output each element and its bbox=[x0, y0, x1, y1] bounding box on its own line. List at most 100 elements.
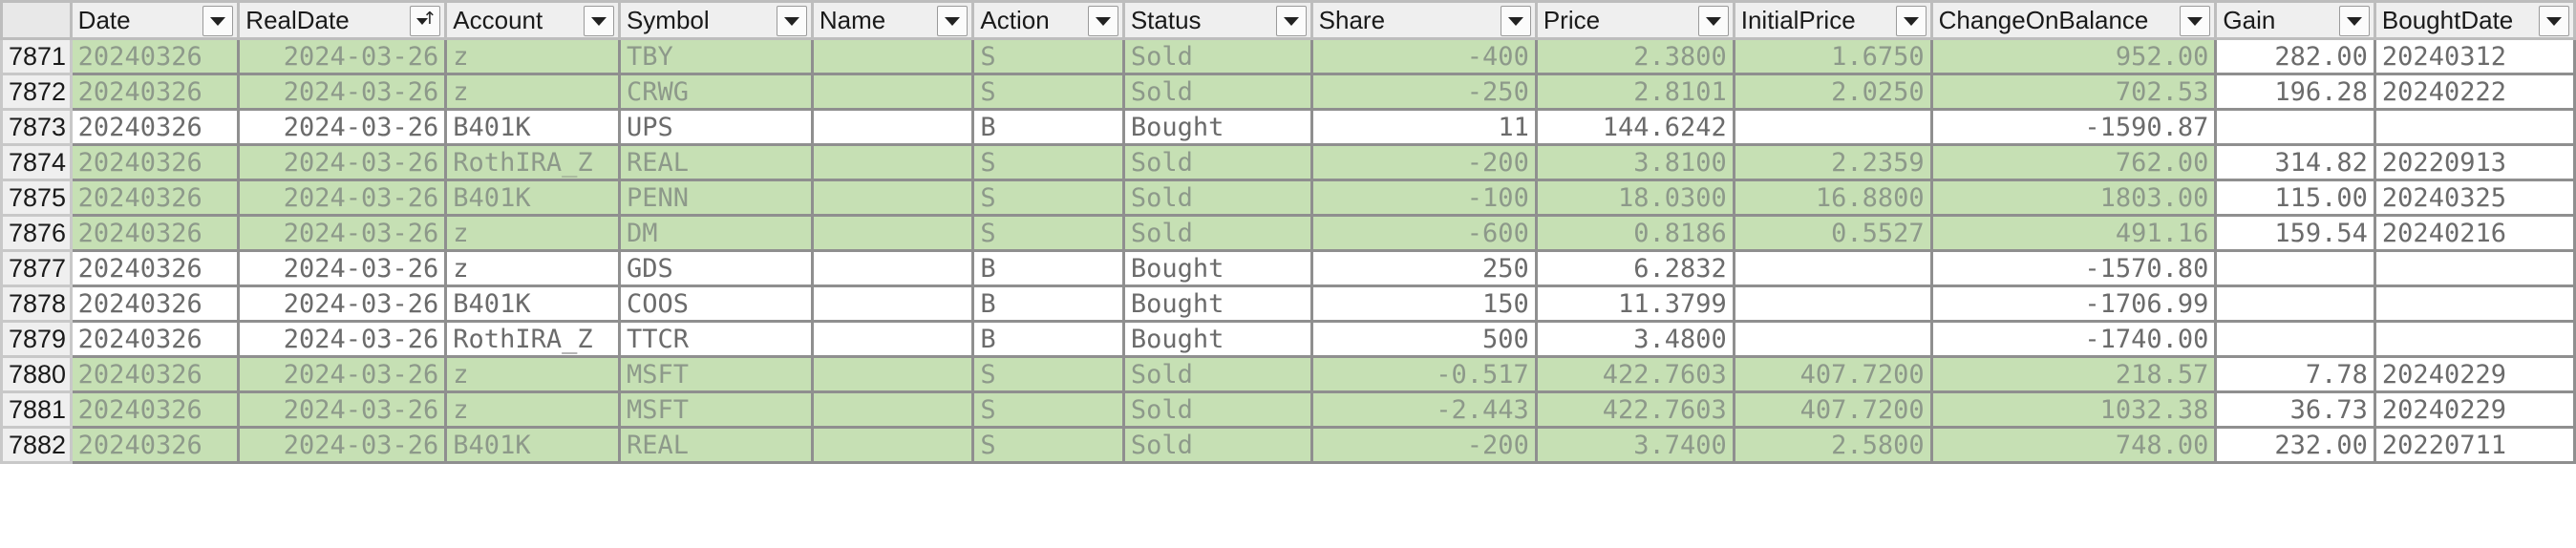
cell-date[interactable]: 20240326 bbox=[69, 249, 241, 287]
table-row[interactable]: 7879 20240326 2024-03-26 RothIRA_Z TTCR B Boug… bbox=[0, 320, 2576, 358]
select-all-corner[interactable] bbox=[0, 0, 73, 40]
cell-share[interactable]: 150 bbox=[1309, 285, 1538, 323]
column-header-share[interactable]: Share bbox=[1309, 0, 1538, 40]
filter-dropdown-icon[interactable] bbox=[937, 6, 969, 36]
cell-change-on-balance[interactable]: 1032.38 bbox=[1929, 390, 2218, 429]
cell-action[interactable]: B bbox=[971, 320, 1125, 358]
table-row[interactable]: 7880 20240326 2024-03-26 z MSFT S Sold -0.517 42… bbox=[0, 355, 2576, 393]
cell-date[interactable]: 20240326 bbox=[69, 355, 241, 393]
cell-status[interactable]: Sold bbox=[1121, 355, 1313, 393]
cell-action[interactable]: B bbox=[971, 108, 1125, 146]
cell-change-on-balance[interactable]: -1590.87 bbox=[1929, 108, 2218, 146]
cell-symbol[interactable]: GDS bbox=[617, 249, 814, 287]
row-number[interactable]: 7873 bbox=[0, 108, 73, 146]
filter-dropdown-icon[interactable] bbox=[2539, 6, 2569, 36]
row-number[interactable]: 7871 bbox=[0, 37, 73, 75]
cell-action[interactable]: S bbox=[971, 214, 1125, 252]
cell-symbol[interactable]: UPS bbox=[617, 108, 814, 146]
column-header-realdate[interactable]: RealDate ↑ bbox=[237, 0, 448, 40]
cell-symbol[interactable]: CRWG bbox=[617, 73, 814, 111]
cell-bought-date[interactable] bbox=[2373, 320, 2576, 358]
cell-action[interactable]: S bbox=[971, 73, 1125, 111]
column-header-status[interactable]: Status bbox=[1121, 0, 1313, 40]
column-header-action[interactable]: Action bbox=[971, 0, 1125, 40]
cell-share[interactable]: -200 bbox=[1309, 143, 1538, 181]
cell-initial-price[interactable] bbox=[1732, 249, 1933, 287]
cell-gain[interactable]: 36.73 bbox=[2214, 390, 2376, 429]
cell-price[interactable]: 18.0300 bbox=[1534, 179, 1735, 217]
cell-name[interactable] bbox=[810, 73, 975, 111]
cell-symbol[interactable]: TTCR bbox=[617, 320, 814, 358]
cell-share[interactable]: 250 bbox=[1309, 249, 1538, 287]
cell-gain[interactable] bbox=[2214, 285, 2376, 323]
column-header-boughtdate[interactable]: BoughtDate bbox=[2373, 0, 2576, 40]
cell-symbol[interactable]: DM bbox=[617, 214, 814, 252]
cell-change-on-balance[interactable]: -1570.80 bbox=[1929, 249, 2218, 287]
cell-action[interactable]: S bbox=[971, 143, 1125, 181]
filter-dropdown-icon[interactable] bbox=[1697, 6, 1729, 36]
cell-status[interactable]: Bought bbox=[1121, 320, 1313, 358]
filter-dropdown-icon[interactable] bbox=[583, 6, 614, 36]
cell-gain[interactable]: 115.00 bbox=[2214, 179, 2376, 217]
cell-account[interactable]: B401K bbox=[444, 285, 621, 323]
cell-bought-date[interactable]: 20240222 bbox=[2373, 73, 2576, 111]
cell-bought-date[interactable]: 20240229 bbox=[2373, 390, 2576, 429]
cell-status[interactable]: Sold bbox=[1121, 37, 1313, 75]
cell-gain[interactable] bbox=[2214, 249, 2376, 287]
cell-symbol[interactable]: TBY bbox=[617, 37, 814, 75]
row-number[interactable]: 7881 bbox=[0, 390, 73, 429]
column-header-changeonbalance[interactable]: ChangeOnBalance bbox=[1929, 0, 2218, 40]
cell-realdate[interactable]: 2024-03-26 bbox=[237, 108, 448, 146]
cell-name[interactable] bbox=[810, 320, 975, 358]
cell-share[interactable]: 11 bbox=[1309, 108, 1538, 146]
filter-dropdown-icon[interactable] bbox=[1275, 6, 1307, 36]
cell-change-on-balance[interactable]: 218.57 bbox=[1929, 355, 2218, 393]
cell-price[interactable]: 144.6242 bbox=[1534, 108, 1735, 146]
cell-status[interactable]: Sold bbox=[1121, 179, 1313, 217]
cell-status[interactable]: Bought bbox=[1121, 249, 1313, 287]
cell-change-on-balance[interactable]: 748.00 bbox=[1929, 426, 2218, 464]
cell-name[interactable] bbox=[810, 426, 975, 464]
cell-price[interactable]: 6.2832 bbox=[1534, 249, 1735, 287]
cell-share[interactable]: -200 bbox=[1309, 426, 1538, 464]
cell-realdate[interactable]: 2024-03-26 bbox=[237, 143, 448, 181]
cell-bought-date[interactable]: 20240229 bbox=[2373, 355, 2576, 393]
cell-bought-date[interactable]: 20220711 bbox=[2373, 426, 2576, 464]
cell-status[interactable]: Sold bbox=[1121, 143, 1313, 181]
cell-price[interactable]: 3.7400 bbox=[1534, 426, 1735, 464]
cell-account[interactable]: z bbox=[444, 390, 621, 429]
cell-share[interactable]: -400 bbox=[1309, 37, 1538, 75]
cell-name[interactable] bbox=[810, 214, 975, 252]
cell-bought-date[interactable]: 20240216 bbox=[2373, 214, 2576, 252]
cell-account[interactable]: z bbox=[444, 73, 621, 111]
column-header-date[interactable]: Date bbox=[69, 0, 241, 40]
cell-status[interactable]: Sold bbox=[1121, 214, 1313, 252]
cell-price[interactable]: 422.7603 bbox=[1534, 355, 1735, 393]
cell-initial-price[interactable] bbox=[1732, 285, 1933, 323]
cell-initial-price[interactable]: 16.8800 bbox=[1732, 179, 1933, 217]
cell-change-on-balance[interactable]: 1803.00 bbox=[1929, 179, 2218, 217]
table-row[interactable]: 7881 20240326 2024-03-26 z MSFT S Sold -2.443 42… bbox=[0, 390, 2576, 429]
cell-bought-date[interactable] bbox=[2373, 285, 2576, 323]
row-number[interactable]: 7882 bbox=[0, 426, 73, 464]
column-header-initialprice[interactable]: InitialPrice bbox=[1732, 0, 1933, 40]
cell-gain[interactable]: 314.82 bbox=[2214, 143, 2376, 181]
cell-price[interactable]: 422.7603 bbox=[1534, 390, 1735, 429]
filter-dropdown-icon[interactable] bbox=[202, 6, 234, 36]
cell-realdate[interactable]: 2024-03-26 bbox=[237, 390, 448, 429]
cell-symbol[interactable]: MSFT bbox=[617, 355, 814, 393]
cell-share[interactable]: -250 bbox=[1309, 73, 1538, 111]
sort-filter-dropdown-icon[interactable]: ↑ bbox=[410, 6, 441, 36]
filter-dropdown-icon[interactable] bbox=[1087, 6, 1118, 36]
row-number[interactable]: 7874 bbox=[0, 143, 73, 181]
table-row[interactable]: 7874 20240326 2024-03-26 RothIRA_Z REAL S Sold… bbox=[0, 143, 2576, 181]
cell-initial-price[interactable]: 2.2359 bbox=[1732, 143, 1933, 181]
cell-change-on-balance[interactable]: 952.00 bbox=[1929, 37, 2218, 75]
cell-symbol[interactable]: COOS bbox=[617, 285, 814, 323]
cell-action[interactable]: B bbox=[971, 249, 1125, 287]
column-header-name[interactable]: Name bbox=[810, 0, 975, 40]
row-number[interactable]: 7877 bbox=[0, 249, 73, 287]
cell-status[interactable]: Sold bbox=[1121, 426, 1313, 464]
cell-gain[interactable]: 7.78 bbox=[2214, 355, 2376, 393]
filter-dropdown-icon[interactable] bbox=[776, 6, 807, 36]
